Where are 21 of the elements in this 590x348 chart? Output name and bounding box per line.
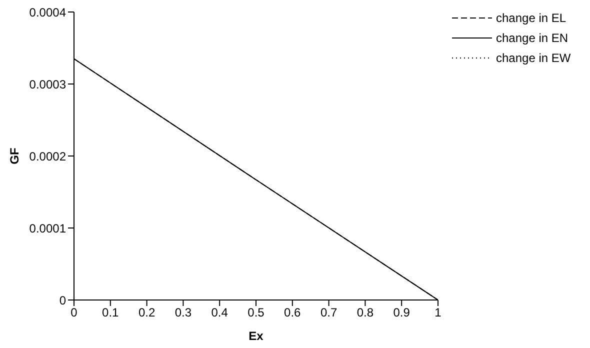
- y-tick-label: 0.0001: [29, 221, 66, 236]
- y-tick-label: 0: [59, 293, 66, 308]
- y-axis-title: GF: [7, 148, 22, 164]
- legend-label: change in EN: [496, 31, 568, 45]
- x-tick-label: 0.9: [393, 306, 410, 320]
- x-tick-label: 0.8: [356, 306, 374, 320]
- x-tick-label: 0: [70, 306, 78, 320]
- x-tick-label: 1: [434, 306, 442, 320]
- x-tick-label: 0.3: [174, 306, 192, 320]
- x-tick-label: 0.7: [320, 306, 338, 320]
- x-tick-label: 0.5: [248, 306, 265, 320]
- legend-label: change in EL: [496, 11, 566, 25]
- legend-label: change in EW: [496, 51, 571, 65]
- y-tick-label: 0.0002: [29, 149, 66, 164]
- x-tick-label: 0.6: [284, 306, 302, 320]
- x-tick-label: 0.4: [211, 306, 228, 320]
- y-tick-label: 0.0004: [29, 5, 66, 20]
- x-axis-title: Ex: [248, 329, 264, 343]
- y-tick-label: 0.0003: [29, 77, 66, 92]
- x-tick-label: 0.1: [102, 306, 120, 320]
- x-tick-label: 0.2: [138, 306, 156, 320]
